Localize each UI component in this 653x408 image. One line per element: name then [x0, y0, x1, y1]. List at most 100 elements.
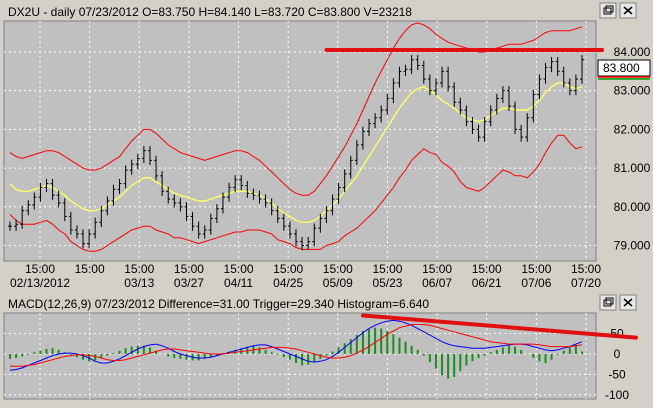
ohlc-bar [281, 213, 286, 231]
macd-gridlines [4, 313, 596, 399]
price-x-tick-date: 05/23 [372, 276, 402, 290]
ohlc-bar [245, 180, 250, 198]
price-x-tick-time: 15:00 [472, 262, 502, 276]
ohlc-bar [208, 213, 213, 235]
lower-band-series [9, 134, 583, 252]
macd-close-button[interactable] [619, 294, 637, 311]
ohlc-bar [446, 66, 451, 92]
ohlc-bar [263, 194, 268, 208]
ohlc-bar [391, 78, 396, 104]
price-y-tick-label: 83.000 [614, 84, 651, 98]
midline-series [9, 82, 583, 224]
ohlc-bar [373, 113, 378, 129]
macd-y-tick-label: -100 [605, 388, 629, 402]
macd-y-tick-label: -50 [608, 367, 626, 381]
ohlc-bar [476, 124, 481, 142]
restore-icon [603, 5, 614, 15]
ohlc-bars [8, 55, 584, 251]
ohlc-bar [32, 192, 37, 210]
price-x-tick-date: 03/13 [124, 276, 154, 290]
ohlc-bar [154, 155, 159, 181]
ohlc-bar [464, 105, 469, 127]
ohlc-bar [239, 175, 244, 191]
ohlc-bar [214, 204, 219, 224]
macd-lines [9, 319, 583, 371]
price-x-tick-date: 07/06 [521, 276, 551, 290]
ohlc-bar [513, 101, 518, 135]
ohlc-bar [470, 117, 475, 135]
price-plot-area [3, 20, 597, 262]
ohlc-bar [233, 175, 238, 193]
ohlc-bar [196, 221, 201, 239]
close-icon [623, 6, 633, 15]
ohlc-bar [93, 217, 98, 239]
ohlc-bar [300, 237, 305, 251]
ohlc-bar [81, 229, 86, 249]
price-x-tick-time: 15:00 [25, 262, 55, 276]
ohlc-bar [500, 86, 505, 104]
ohlc-bar [348, 155, 353, 179]
close-icon [623, 298, 633, 307]
ohlc-bar [294, 229, 298, 247]
ohlc-bar [440, 66, 445, 88]
ohlc-bar [573, 74, 578, 96]
price-restore-button[interactable] [599, 2, 617, 19]
ohlc-bar [166, 186, 171, 204]
ohlc-bar [488, 105, 493, 127]
ohlc-bar [306, 237, 311, 251]
ohlc-bar [147, 146, 152, 165]
ohlc-bar [172, 194, 177, 208]
ohlc-bar [403, 64, 408, 76]
ohlc-bar [105, 196, 110, 216]
ohlc-bar [275, 206, 280, 224]
ohlc-bar [525, 113, 530, 142]
ohlc-bar [227, 182, 232, 202]
macd-annotations [360, 313, 638, 340]
ohlc-bar [519, 124, 524, 142]
ohlc-bar [397, 66, 402, 88]
ohlc-bar [50, 178, 55, 200]
ohlc-bar [220, 192, 225, 214]
ohlc-bar [257, 190, 262, 204]
price-x-tick-time: 15:00 [521, 262, 551, 276]
price-y-tick-label: 79.000 [614, 239, 651, 253]
ohlc-bar [318, 213, 323, 233]
ohlc-bar [452, 82, 457, 107]
ohlc-bar [141, 146, 146, 164]
ohlc-bar [87, 229, 92, 249]
ohlc-bar [543, 62, 548, 84]
signal-line-series [10, 324, 583, 367]
ohlc-bar [269, 198, 274, 216]
ohlc-bar [342, 169, 347, 193]
price-y-tick-label: 82.000 [614, 122, 651, 136]
price-x-tick-time: 15:00 [323, 262, 353, 276]
ohlc-bar [129, 159, 134, 175]
ohlc-bar [555, 57, 560, 76]
price-panel-header: DX2U - daily 07/23/2012 O=83.750 H=84.14… [8, 5, 412, 19]
ohlc-bar [580, 55, 584, 84]
ohlc-bar [427, 74, 432, 96]
ohlc-bar [117, 178, 122, 195]
price-x-tick-date: 04/11 [224, 276, 253, 290]
price-close-button[interactable] [619, 2, 637, 19]
ohlc-bar [44, 178, 49, 193]
price-x-tick-time: 15:00 [124, 262, 154, 276]
ohlc-bar [184, 202, 189, 222]
ohlc-bar [433, 78, 438, 96]
macd-panel-header: MACD(12,26,9) 07/23/2012 Difference=31.0… [8, 297, 429, 311]
price-x-tick-date: 04/25 [273, 276, 303, 290]
macd-divergence-trendline [360, 313, 638, 340]
price-x-tick-time: 15:00 [273, 262, 303, 276]
macd-restore-button[interactable] [599, 294, 617, 311]
ohlc-bar [312, 223, 317, 247]
price-x-tick-date: 02/13/2012 [10, 276, 70, 290]
ohlc-bar [8, 221, 12, 231]
ohlc-bar [190, 211, 195, 231]
ohlc-bar [62, 198, 67, 222]
ohlc-bar [494, 93, 499, 115]
price-x-tick-time: 15:00 [174, 262, 204, 276]
price-x-tick-date: 03/27 [174, 276, 204, 290]
price-x-tick-time: 15:00 [224, 262, 254, 276]
macd-y-tick-label: 0 [614, 347, 621, 361]
